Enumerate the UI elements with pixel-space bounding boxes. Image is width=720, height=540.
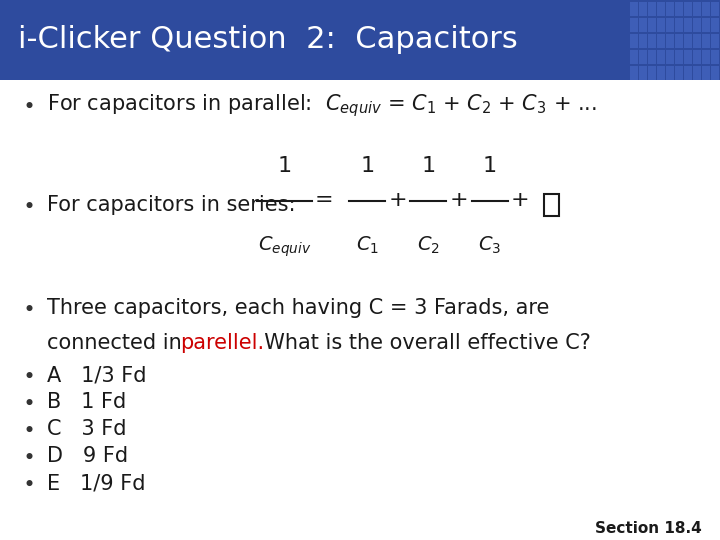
Bar xyxy=(693,35,701,48)
Text: =: = xyxy=(315,190,333,210)
Bar xyxy=(648,2,656,16)
Bar xyxy=(666,18,674,32)
Bar xyxy=(693,18,701,32)
Bar xyxy=(639,2,647,16)
Bar xyxy=(702,50,710,64)
Bar xyxy=(702,18,710,32)
Text: +: + xyxy=(388,190,407,210)
Text: For capacitors in parallel:  $C_{equiv}$ = $C_1$ + $C_2$ + $C_3$ + ...: For capacitors in parallel: $C_{equiv}$ … xyxy=(47,92,597,119)
Text: $C_1$: $C_1$ xyxy=(356,235,379,256)
Bar xyxy=(675,66,683,80)
Bar xyxy=(693,50,701,64)
Bar xyxy=(702,2,710,16)
Bar xyxy=(711,18,719,32)
Bar xyxy=(657,50,665,64)
Text: $\bullet$: $\bullet$ xyxy=(22,195,33,215)
Bar xyxy=(666,35,674,48)
Bar xyxy=(544,194,559,216)
Bar xyxy=(684,2,692,16)
Bar xyxy=(675,18,683,32)
Text: $C_{equiv}$: $C_{equiv}$ xyxy=(258,235,311,259)
Text: 1: 1 xyxy=(360,156,374,176)
Bar xyxy=(657,18,665,32)
Bar xyxy=(630,66,638,80)
Bar xyxy=(648,35,656,48)
Text: 1: 1 xyxy=(277,156,292,176)
Text: $\bullet$: $\bullet$ xyxy=(22,419,33,440)
Text: D   9 Fd: D 9 Fd xyxy=(47,446,128,467)
Bar xyxy=(630,18,638,32)
Bar xyxy=(657,2,665,16)
Text: $\bullet$: $\bullet$ xyxy=(22,392,33,413)
Bar xyxy=(693,66,701,80)
Text: +: + xyxy=(510,190,529,210)
Text: $\bullet$: $\bullet$ xyxy=(22,446,33,467)
Text: 1: 1 xyxy=(482,156,497,176)
Text: For capacitors in series:: For capacitors in series: xyxy=(47,195,295,215)
Text: C   3 Fd: C 3 Fd xyxy=(47,419,126,440)
Bar xyxy=(0,0,720,80)
Bar xyxy=(702,35,710,48)
Bar xyxy=(639,18,647,32)
Bar xyxy=(702,66,710,80)
Bar xyxy=(666,2,674,16)
Text: +: + xyxy=(449,190,468,210)
Bar xyxy=(684,18,692,32)
Bar xyxy=(630,2,638,16)
Text: $\bullet$: $\bullet$ xyxy=(22,95,33,116)
Text: $\bullet$: $\bullet$ xyxy=(22,298,33,318)
Bar xyxy=(657,66,665,80)
Bar xyxy=(711,35,719,48)
Text: $\bullet$: $\bullet$ xyxy=(22,365,33,386)
Text: What is the overall effective C?: What is the overall effective C? xyxy=(251,333,590,353)
Bar xyxy=(666,50,674,64)
Bar xyxy=(693,2,701,16)
Bar xyxy=(639,66,647,80)
Text: E   1/9 Fd: E 1/9 Fd xyxy=(47,473,145,494)
Text: Section 18.4: Section 18.4 xyxy=(595,521,702,536)
Text: Three capacitors, each having C = 3 Farads, are: Three capacitors, each having C = 3 Fara… xyxy=(47,298,549,318)
Bar xyxy=(639,35,647,48)
Bar xyxy=(639,50,647,64)
Text: B   1 Fd: B 1 Fd xyxy=(47,392,126,413)
Text: A   1/3 Fd: A 1/3 Fd xyxy=(47,365,146,386)
Bar xyxy=(630,50,638,64)
Bar xyxy=(684,35,692,48)
Bar xyxy=(648,66,656,80)
Bar xyxy=(675,2,683,16)
Bar xyxy=(657,35,665,48)
Text: $C_2$: $C_2$ xyxy=(417,235,440,256)
Bar xyxy=(648,18,656,32)
Bar xyxy=(666,66,674,80)
Bar xyxy=(684,66,692,80)
Text: connected in: connected in xyxy=(47,333,188,353)
Bar xyxy=(711,50,719,64)
Bar xyxy=(711,2,719,16)
Text: parellel.: parellel. xyxy=(180,333,264,353)
Text: 1: 1 xyxy=(421,156,436,176)
Bar xyxy=(684,50,692,64)
Bar xyxy=(675,35,683,48)
Bar xyxy=(711,66,719,80)
Text: $C_3$: $C_3$ xyxy=(478,235,501,256)
Bar xyxy=(630,35,638,48)
Bar xyxy=(648,50,656,64)
Text: i-Clicker Question  2:  Capacitors: i-Clicker Question 2: Capacitors xyxy=(18,25,518,55)
Text: $\bullet$: $\bullet$ xyxy=(22,473,33,494)
Bar xyxy=(675,50,683,64)
